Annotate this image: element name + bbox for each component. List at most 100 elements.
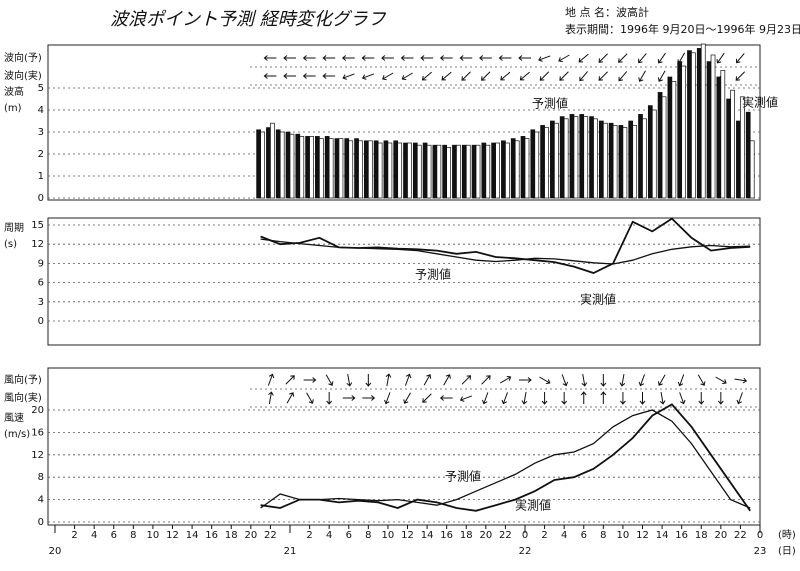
direction-arrow bbox=[326, 392, 333, 405]
direction-arrow bbox=[263, 73, 277, 79]
bar bbox=[465, 144, 471, 199]
bar bbox=[373, 140, 379, 199]
direction-arrow bbox=[519, 377, 532, 383]
bar bbox=[554, 122, 559, 199]
series-annotation: 予測値 bbox=[445, 469, 481, 484]
bar bbox=[534, 131, 540, 199]
bar bbox=[354, 138, 359, 199]
bar bbox=[749, 140, 755, 199]
chart-title: 波浪ポイント予測 経時変化グラフ bbox=[110, 9, 387, 30]
day-unit: (日) bbox=[778, 546, 796, 557]
bar bbox=[471, 144, 477, 199]
x-tick-label: 18 bbox=[225, 530, 238, 541]
direction-arrow bbox=[306, 392, 314, 404]
panel-frame bbox=[47, 217, 761, 346]
x-tick-label: 6 bbox=[111, 530, 117, 541]
bar bbox=[583, 116, 589, 199]
bar bbox=[520, 136, 526, 199]
y-tick-label: 3 bbox=[38, 297, 44, 308]
y-tick-label: 4 bbox=[38, 105, 44, 116]
direction-arrow bbox=[361, 73, 375, 80]
bar bbox=[642, 118, 647, 199]
x-tick-label: 4 bbox=[91, 530, 97, 541]
x-tick-label: 8 bbox=[600, 530, 606, 541]
bar bbox=[563, 118, 569, 199]
bar bbox=[260, 131, 265, 199]
direction-arrow bbox=[716, 52, 725, 64]
direction-arrow bbox=[717, 392, 724, 405]
direction-arrow bbox=[439, 55, 453, 61]
bar bbox=[387, 142, 393, 199]
bar bbox=[367, 140, 373, 199]
direction-arrow bbox=[268, 391, 274, 404]
bar bbox=[485, 144, 491, 199]
bar bbox=[495, 142, 500, 199]
y-tick-label: 16 bbox=[31, 427, 44, 438]
direction-arrow bbox=[342, 73, 355, 80]
direction-arrow bbox=[382, 72, 394, 81]
direction-arrow bbox=[365, 374, 372, 387]
direction-arrow bbox=[541, 392, 548, 405]
y-tick-label: 12 bbox=[31, 450, 44, 461]
x-tick-label: 2 bbox=[306, 530, 312, 541]
data-line bbox=[260, 403, 751, 512]
direction-arrow bbox=[539, 71, 550, 81]
y-tick-label: 3 bbox=[38, 127, 44, 138]
direction-arrow bbox=[302, 73, 316, 79]
bar bbox=[671, 81, 677, 199]
bar bbox=[481, 142, 487, 199]
y-tick-label: 1 bbox=[38, 171, 44, 182]
series-annotation: 実測値 bbox=[742, 95, 778, 110]
direction-arrow bbox=[657, 374, 666, 386]
direction-arrow bbox=[598, 53, 608, 63]
bar bbox=[422, 142, 428, 199]
bar bbox=[559, 116, 565, 199]
direction-arrow bbox=[736, 392, 743, 405]
series-annotation: 実測値 bbox=[515, 498, 551, 513]
x-tick-label: 10 bbox=[617, 530, 630, 541]
bar bbox=[632, 125, 638, 199]
direction-arrow bbox=[325, 374, 334, 386]
bar bbox=[299, 136, 305, 199]
bar bbox=[442, 144, 448, 199]
bar bbox=[700, 43, 706, 199]
x-tick-label: 20 bbox=[479, 530, 492, 541]
direction-arrow bbox=[519, 71, 530, 81]
bar bbox=[285, 131, 291, 199]
x-tick-label: 0 bbox=[757, 530, 763, 541]
y-tick-label: 2 bbox=[38, 149, 44, 160]
direction-arrow bbox=[620, 392, 626, 405]
bar bbox=[393, 140, 399, 199]
direction-arrow bbox=[322, 73, 336, 79]
bar bbox=[363, 140, 369, 199]
x-tick-label: 12 bbox=[636, 530, 649, 541]
direction-arrow bbox=[422, 393, 432, 403]
bar bbox=[598, 120, 604, 199]
bar bbox=[334, 138, 340, 199]
bar bbox=[706, 61, 712, 199]
direction-arrow bbox=[439, 395, 453, 401]
direction-row-label: 風向(予) bbox=[4, 373, 42, 386]
direction-arrow bbox=[619, 374, 626, 387]
y-tick-label: 20 bbox=[31, 405, 44, 416]
bar bbox=[256, 129, 261, 199]
day-label: 23 bbox=[754, 546, 767, 557]
x-tick-label: 2 bbox=[71, 530, 77, 541]
direction-arrow bbox=[361, 55, 375, 61]
bar bbox=[736, 120, 741, 199]
bar bbox=[608, 122, 614, 199]
bar bbox=[348, 140, 354, 199]
panel-frame bbox=[47, 367, 761, 526]
x-tick-label: 6 bbox=[581, 530, 587, 541]
direction-arrow bbox=[459, 55, 473, 61]
direction-arrow bbox=[639, 392, 646, 405]
direction-arrow bbox=[400, 55, 414, 61]
direction-arrow bbox=[598, 71, 608, 81]
bar bbox=[426, 144, 432, 199]
x-tick-label: 6 bbox=[346, 530, 352, 541]
direction-arrow bbox=[302, 55, 316, 61]
x-tick-label: 14 bbox=[656, 530, 669, 541]
bar bbox=[740, 96, 745, 199]
direction-arrow bbox=[499, 375, 512, 384]
bar bbox=[275, 129, 281, 199]
